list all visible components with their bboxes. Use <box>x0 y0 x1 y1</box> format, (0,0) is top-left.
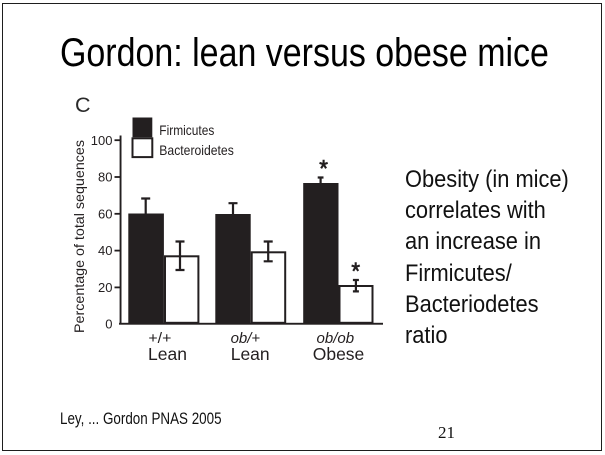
svg-text:Lean: Lean <box>231 344 270 364</box>
svg-text:40: 40 <box>98 243 112 258</box>
svg-text:60: 60 <box>98 206 112 221</box>
svg-text:Lean: Lean <box>148 344 187 364</box>
svg-text:Obese: Obese <box>313 344 365 364</box>
svg-text:20: 20 <box>98 280 112 295</box>
svg-text:C: C <box>75 93 91 117</box>
svg-text:0: 0 <box>105 316 112 331</box>
svg-text:Firmicutes: Firmicutes <box>159 122 214 138</box>
svg-text:Bacteroidetes: Bacteroidetes <box>159 142 234 158</box>
svg-text:Percentage of total sequences: Percentage of total sequences <box>71 140 87 333</box>
svg-text:100: 100 <box>91 133 113 148</box>
svg-text:ob/+: ob/+ <box>231 330 261 347</box>
svg-text:80: 80 <box>98 170 112 185</box>
svg-text:ob/ob: ob/ob <box>317 330 355 347</box>
svg-text:+/+: +/+ <box>148 330 171 347</box>
